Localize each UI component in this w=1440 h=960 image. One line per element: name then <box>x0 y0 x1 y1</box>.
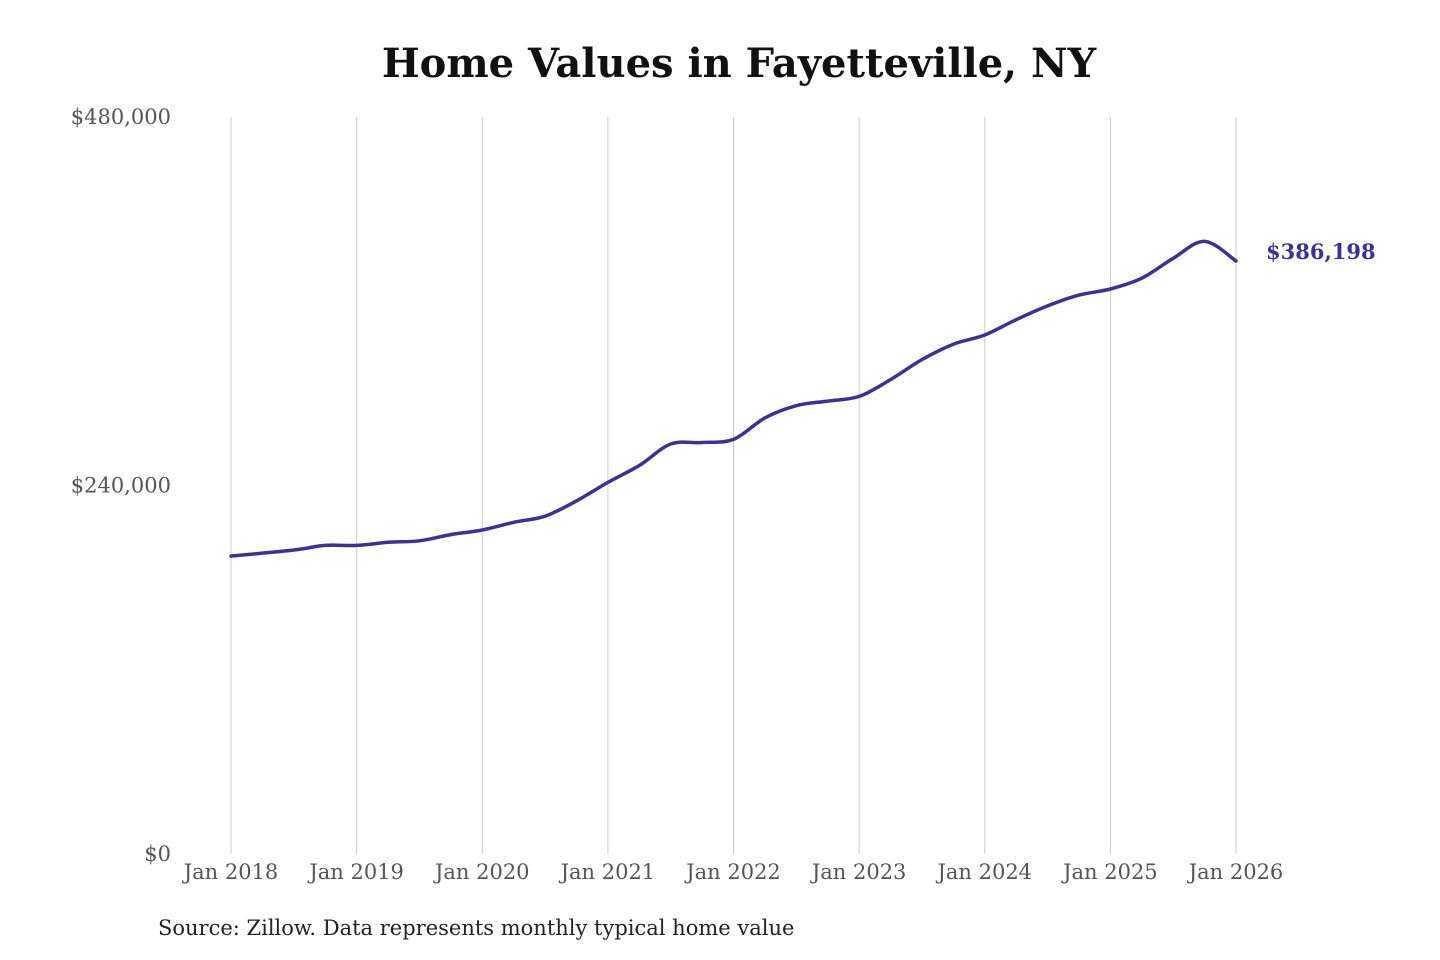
x-tick-label: Jan 2021 <box>559 860 656 884</box>
series-line <box>229 239 1238 558</box>
x-tick-label: Jan 2019 <box>307 860 404 884</box>
x-tick-label: Jan 2023 <box>810 860 907 884</box>
end-value-label: $386,198 <box>1266 239 1376 264</box>
source-note: Source: Zillow. Data represents monthly … <box>158 916 795 940</box>
x-tick-label: Jan 2018 <box>182 860 279 884</box>
x-tick-label: Jan 2024 <box>935 860 1032 884</box>
chart-title: Home Values in Fayetteville, NY <box>381 40 1097 87</box>
x-tick-label: Jan 2022 <box>684 860 781 884</box>
x-tick-label: Jan 2025 <box>1061 860 1158 884</box>
x-tick-label: Jan 2020 <box>433 860 530 884</box>
y-tick-label: $0 <box>144 842 171 866</box>
y-tick-label: $240,000 <box>71 474 171 498</box>
y-tick-label: $480,000 <box>71 105 171 129</box>
x-tick-label: Jan 2026 <box>1187 860 1284 884</box>
